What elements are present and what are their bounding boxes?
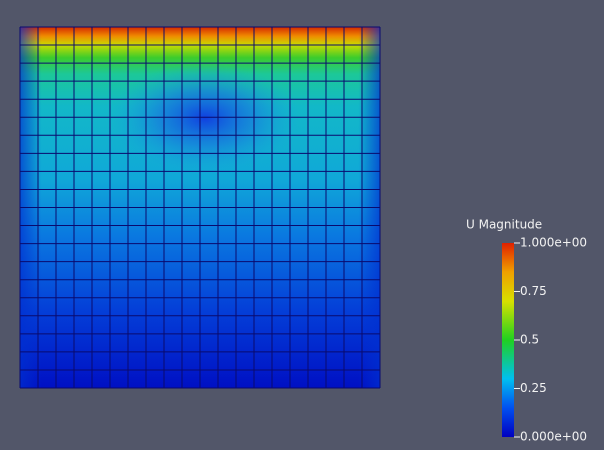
tick-label: 0.000e+00 — [520, 430, 587, 444]
tick-label: 1.000e+00 — [520, 236, 587, 250]
tick-label: 0.75 — [520, 284, 547, 298]
cavity-field — [19, 26, 381, 389]
tick-label: 0.25 — [520, 381, 547, 395]
legend-ticks: 1.000e+00 0.75 0.5 0.25 0.000e+00 — [514, 236, 587, 444]
mesh — [19, 26, 381, 389]
legend-title: U Magnitude — [466, 218, 542, 232]
tick-label: 0.5 — [520, 333, 539, 347]
color-bar — [502, 243, 514, 437]
